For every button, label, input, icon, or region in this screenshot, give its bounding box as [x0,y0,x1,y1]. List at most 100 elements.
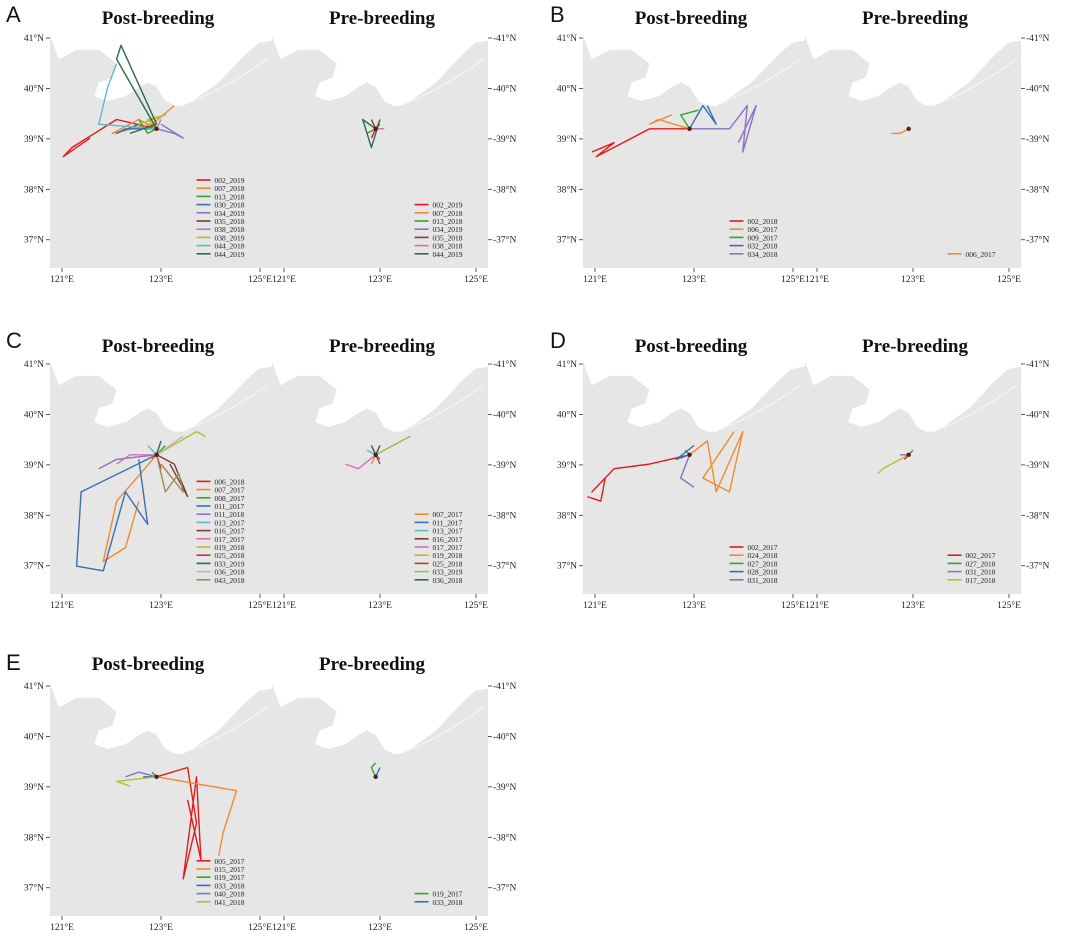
legend-label: 011_2017 [433,518,463,527]
colony-marker [906,126,911,131]
lon-label: 125°E [248,274,272,285]
river-line [405,706,485,752]
legend-label: 033_2019 [433,568,463,577]
lat-label: 41°N [24,359,44,370]
panel-c: C Post-breeding Pre-breeding 006_2018 007… [0,326,533,636]
lat-label: 41°N [557,33,577,44]
legend-label: 002_2017 [748,543,778,552]
sea-area [805,36,1021,106]
legend-label: 011_2017 [215,502,245,511]
pre-axes: -41°N -40°N -39°N -38°N -37°N 121°E 123°E 125°E [805,359,1049,611]
river-line [720,384,801,430]
sea-area [272,36,488,106]
legend-label: 006_2018 [215,477,245,486]
post-breeding-title: Post-breeding [91,654,205,675]
panel-label: A [6,2,21,27]
lat-label: 40°N [24,409,44,420]
track-002_2019 [62,118,157,158]
pre-axes: -41°N -40°N -39°N -38°N -37°N 121°E 123°E 125°E [805,33,1049,285]
river-line [187,706,268,752]
track-041_2018 [115,776,157,787]
lon-label: 121°E [272,600,296,611]
sea-area [50,684,272,754]
pre-map: 007_2017011_2017013_2017016_2017017_2017… [272,362,488,594]
lat-label: -37°N [493,235,516,246]
legend-label: 038_2018 [215,225,245,234]
lon-label: 125°E [997,274,1021,285]
river-line [187,384,268,430]
legend-label: 036_2018 [433,576,463,585]
river-line [405,58,485,104]
track-013_2018 [138,119,157,135]
legend-label: 002_2017 [966,551,996,560]
lat-label: -39°N [493,460,516,471]
panel-b-maps: 002_2018006_2017009_2017032_2018034_2018… [557,33,1050,285]
lon-label: 121°E [272,274,296,285]
lon-label: 121°E [50,274,74,285]
legend-label: 013_2018 [215,192,245,201]
sea-area [583,362,805,432]
track-032_2018 [688,104,717,130]
lon-label: 123°E [682,600,706,611]
pre-axes: -41°N -40°N -39°N -38°N -37°N 121°E 123°E 125°E [272,33,516,285]
colony-marker [906,452,911,457]
lon-label: 121°E [583,600,607,611]
legend-label: 007_2018 [215,184,245,193]
track-034_2019 [156,123,184,139]
post-breeding-title: Post-breeding [634,8,748,29]
lat-label: -38°N [493,832,516,843]
post-breeding-title: Post-breeding [101,8,215,29]
legend-label: 019_2018 [433,551,463,560]
sea-area [805,362,1021,432]
legend: 007_2017011_2017013_2017016_2017017_2017… [414,510,463,585]
legend-label: 025_2018 [433,559,463,568]
legend-label: 034_2018 [748,250,778,259]
pre-breeding-title: Pre-breeding [862,336,968,357]
legend-label: 025_2018 [215,551,245,560]
pre-axes: -41°N -40°N -39°N -38°N -37°N 121°E 123°E 125°E [272,359,516,611]
legend-label: 007_2017 [215,486,245,495]
colony-marker [154,126,159,131]
track-044_2019 [362,118,381,149]
panel-a: A Post-breeding Pre-breeding 002_2019 007… [0,0,533,310]
track-015_2017 [156,776,238,856]
lon-label: 125°E [464,274,488,285]
pre-breeding-title: Pre-breeding [329,8,435,29]
lon-label: 123°E [368,600,392,611]
lon-label: 121°E [50,600,74,611]
lat-label: -41°N [1026,33,1049,44]
track-030_2018 [115,123,157,135]
legend-label: 044_2019 [433,250,463,259]
track-034_2018 [689,104,757,153]
river-line [405,384,485,430]
panel-label: C [6,328,22,353]
lon-label: 125°E [997,600,1021,611]
lat-label: -38°N [493,510,516,521]
lat-label: 38°N [557,510,577,521]
sea-area [50,36,272,106]
lon-label: 123°E [368,274,392,285]
legend-label: 043_2018 [215,576,245,585]
lat-label: -39°N [1026,460,1049,471]
track-007_2017 [102,454,158,563]
lat-label: 41°N [24,33,44,44]
legend-label: 017_2017 [433,543,463,552]
legend-label: 017_2018 [966,576,996,585]
track-038_2019 [138,114,167,130]
track-031_2018 [680,454,695,488]
pre-map: 002_2019007_2018013_2018034_2019035_2018… [272,36,488,268]
lat-label: -41°N [493,359,516,370]
lat-label: 37°N [557,561,577,572]
legend-label: 002_2018 [748,217,778,226]
lon-label: 125°E [781,600,805,611]
river-line [938,384,1018,430]
legend-label: 031_2018 [966,568,996,577]
pre-axes: -41°N -40°N -39°N -38°N -37°N 121°E 123°E 125°E [272,681,516,933]
lat-label: -37°N [1026,235,1049,246]
legend-label: 038_2018 [433,242,463,251]
lat-label: 41°N [557,359,577,370]
panel-a-maps: 002_2019007_2018013_2018030_2018034_2019… [24,33,517,285]
panel-c-maps: 006_2018007_2017008_2017011_2017011_2018… [24,359,517,611]
panel-label: E [6,650,21,675]
